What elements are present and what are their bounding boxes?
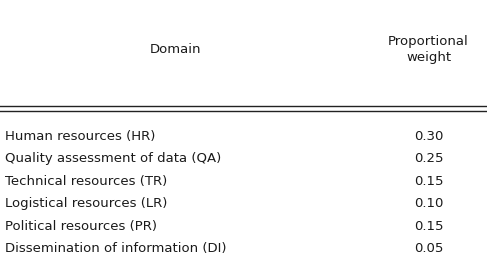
Text: Domain: Domain — [150, 43, 201, 56]
Text: 0.15: 0.15 — [414, 220, 443, 233]
Text: 0.10: 0.10 — [414, 197, 443, 210]
Text: Technical resources (TR): Technical resources (TR) — [5, 175, 167, 188]
Text: Human resources (HR): Human resources (HR) — [5, 130, 155, 143]
Text: Proportional
weight: Proportional weight — [388, 35, 469, 64]
Text: 0.30: 0.30 — [414, 130, 443, 143]
Text: 0.15: 0.15 — [414, 175, 443, 188]
Text: Dissemination of information (DI): Dissemination of information (DI) — [5, 242, 226, 255]
Text: Quality assessment of data (QA): Quality assessment of data (QA) — [5, 152, 221, 165]
Text: Logistical resources (LR): Logistical resources (LR) — [5, 197, 167, 210]
Text: Political resources (PR): Political resources (PR) — [5, 220, 157, 233]
Text: 0.25: 0.25 — [414, 152, 443, 165]
Text: 0.05: 0.05 — [414, 242, 443, 255]
